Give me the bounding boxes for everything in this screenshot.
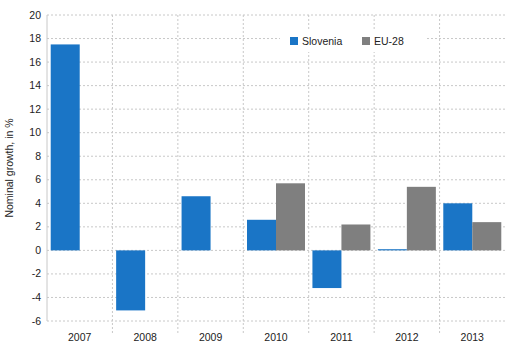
y-tick-label: -6 xyxy=(32,315,41,327)
bar xyxy=(378,249,407,250)
x-tick-label: 2012 xyxy=(395,331,419,343)
legend-box xyxy=(280,30,425,52)
category-separator xyxy=(374,15,375,333)
category-separator xyxy=(439,15,440,333)
x-tick-label: 2013 xyxy=(461,331,485,343)
grid-line xyxy=(47,321,505,322)
grid-line xyxy=(47,15,505,16)
x-tick-label: 2007 xyxy=(68,331,92,343)
category-separator xyxy=(243,15,244,333)
legend-swatch xyxy=(290,37,298,45)
x-tick-label: 2010 xyxy=(264,331,288,343)
grid-line xyxy=(47,132,505,133)
x-tick-label: 2011 xyxy=(330,331,353,343)
category-separator xyxy=(308,15,309,333)
category-separator xyxy=(112,15,113,333)
bar xyxy=(247,220,276,251)
bar xyxy=(341,224,370,250)
category-separator xyxy=(177,15,178,333)
grid-line xyxy=(47,85,505,86)
y-tick-label: 18 xyxy=(29,32,41,44)
y-tick-label: -2 xyxy=(32,267,41,279)
y-tick-label: 0 xyxy=(35,244,41,256)
y-tick-label: 2 xyxy=(35,220,41,232)
legend-label: Slovenia xyxy=(302,35,342,47)
y-tick-label: 20 xyxy=(29,9,41,21)
y-tick-label: 14 xyxy=(29,79,41,91)
y-tick-label: 4 xyxy=(35,197,41,209)
bar xyxy=(443,203,472,250)
x-tick-label: 2008 xyxy=(133,331,157,343)
bar xyxy=(312,250,341,288)
legend-label: EU-28 xyxy=(374,35,404,47)
grid-line xyxy=(47,273,505,274)
legend: Slovenia EU-28 xyxy=(280,30,425,52)
plot-left-edge xyxy=(47,15,48,321)
legend-swatch xyxy=(362,37,370,45)
grid-line xyxy=(47,38,505,39)
y-tick-label: 16 xyxy=(29,56,41,68)
y-tick-label: 12 xyxy=(29,103,41,115)
grid-line xyxy=(47,156,505,157)
bar xyxy=(51,44,80,250)
x-tick-label: 2009 xyxy=(199,331,223,343)
grid-line xyxy=(47,179,505,180)
y-axis-label: Nominal growth, in % xyxy=(3,118,15,217)
grid-line xyxy=(47,109,505,110)
y-tick-label: -4 xyxy=(32,291,41,303)
bar xyxy=(407,187,436,251)
bars-group xyxy=(51,44,502,310)
chart-svg: -6 -4 -2 0 2 4 6 8 10 12 14 16 18 20 2007 2008 2009 2010 2… xyxy=(0,0,518,353)
y-tick-label: 6 xyxy=(35,173,41,185)
bar xyxy=(116,250,145,310)
bar xyxy=(182,196,211,250)
bar xyxy=(276,183,305,250)
bar xyxy=(472,222,501,250)
grid-line xyxy=(47,62,505,63)
y-tick-label: 8 xyxy=(35,150,41,162)
y-tick-label: 10 xyxy=(29,126,41,138)
grid-line xyxy=(47,297,505,298)
chart-container: -6 -4 -2 0 2 4 6 8 10 12 14 16 18 20 2007 2008 2009 2010 2… xyxy=(0,0,518,353)
